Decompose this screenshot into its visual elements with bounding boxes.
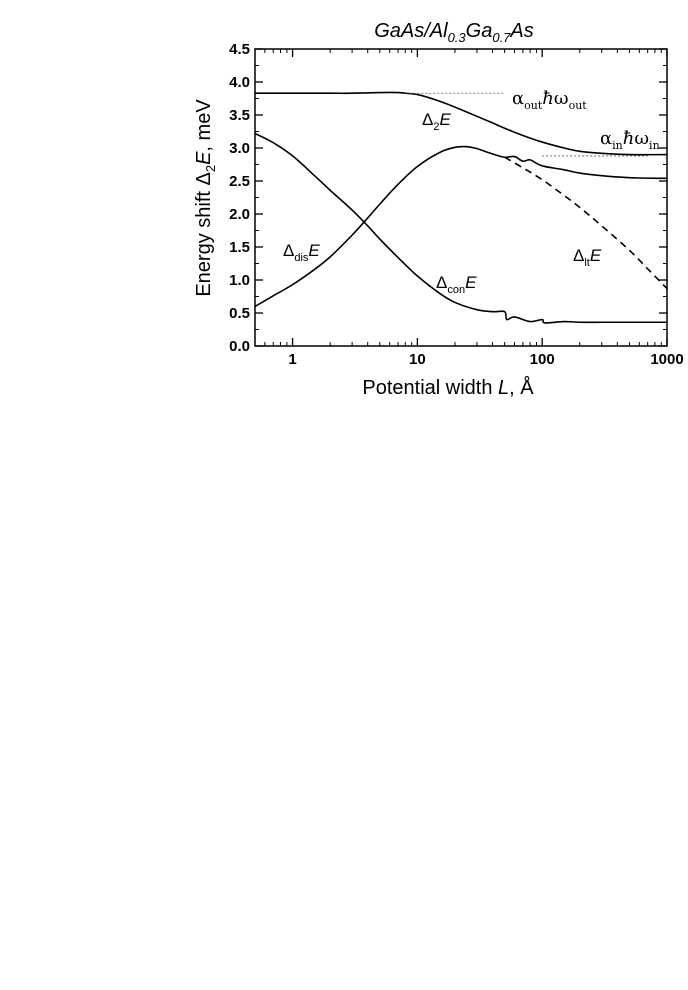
y-tick-label: 1.0	[229, 272, 250, 289]
annotation-alpha-out: αoutħωout	[512, 88, 587, 112]
y-tick-label: 2.0	[229, 206, 250, 223]
annotation-delta-lt-e: ΔltE	[573, 246, 602, 269]
axis-tick-labels: 1 10 100 1000 0.0 0.5 1.0 1.5 2.0 2.5 3.0 3.5 4.0 4.5	[229, 41, 684, 368]
annotation-alpha-in: αinħωin	[600, 128, 660, 152]
y-tick-label: 4.5	[229, 41, 250, 58]
y-tick-label: 2.5	[229, 173, 250, 190]
series-layer	[254, 91, 668, 324]
y-tick-label: 3.5	[229, 107, 250, 124]
x-tick-label: 1	[288, 351, 296, 368]
series-d2E-line	[255, 91, 668, 156]
y-tick-label: 1.5	[229, 239, 250, 256]
x-axis-label: Potential width L, Å	[362, 376, 534, 399]
series-ddisE-line	[254, 145, 668, 308]
y-tick-label: 0.0	[229, 338, 250, 355]
x-tick-label: 1000	[650, 351, 683, 368]
annotation-delta2-e: Δ2E	[422, 110, 451, 133]
y-axis-label: Energy shift Δ2E, meV	[193, 99, 218, 297]
x-tick-label: 10	[409, 351, 426, 368]
axis-ticks	[254, 48, 668, 347]
annotation-delta-dis-e: ΔdisE	[283, 241, 320, 264]
x-tick-label: 100	[530, 351, 555, 368]
annotation-delta-con-e: ΔconE	[436, 273, 477, 296]
series-dltE-line	[504, 156, 668, 290]
y-tick-label: 0.5	[229, 305, 250, 322]
series-dconE-line	[254, 132, 667, 324]
y-tick-label: 3.0	[229, 140, 250, 157]
y-tick-label: 4.0	[229, 74, 250, 91]
chart-title: GaAs/Al0.3Ga0.7As	[374, 20, 534, 45]
